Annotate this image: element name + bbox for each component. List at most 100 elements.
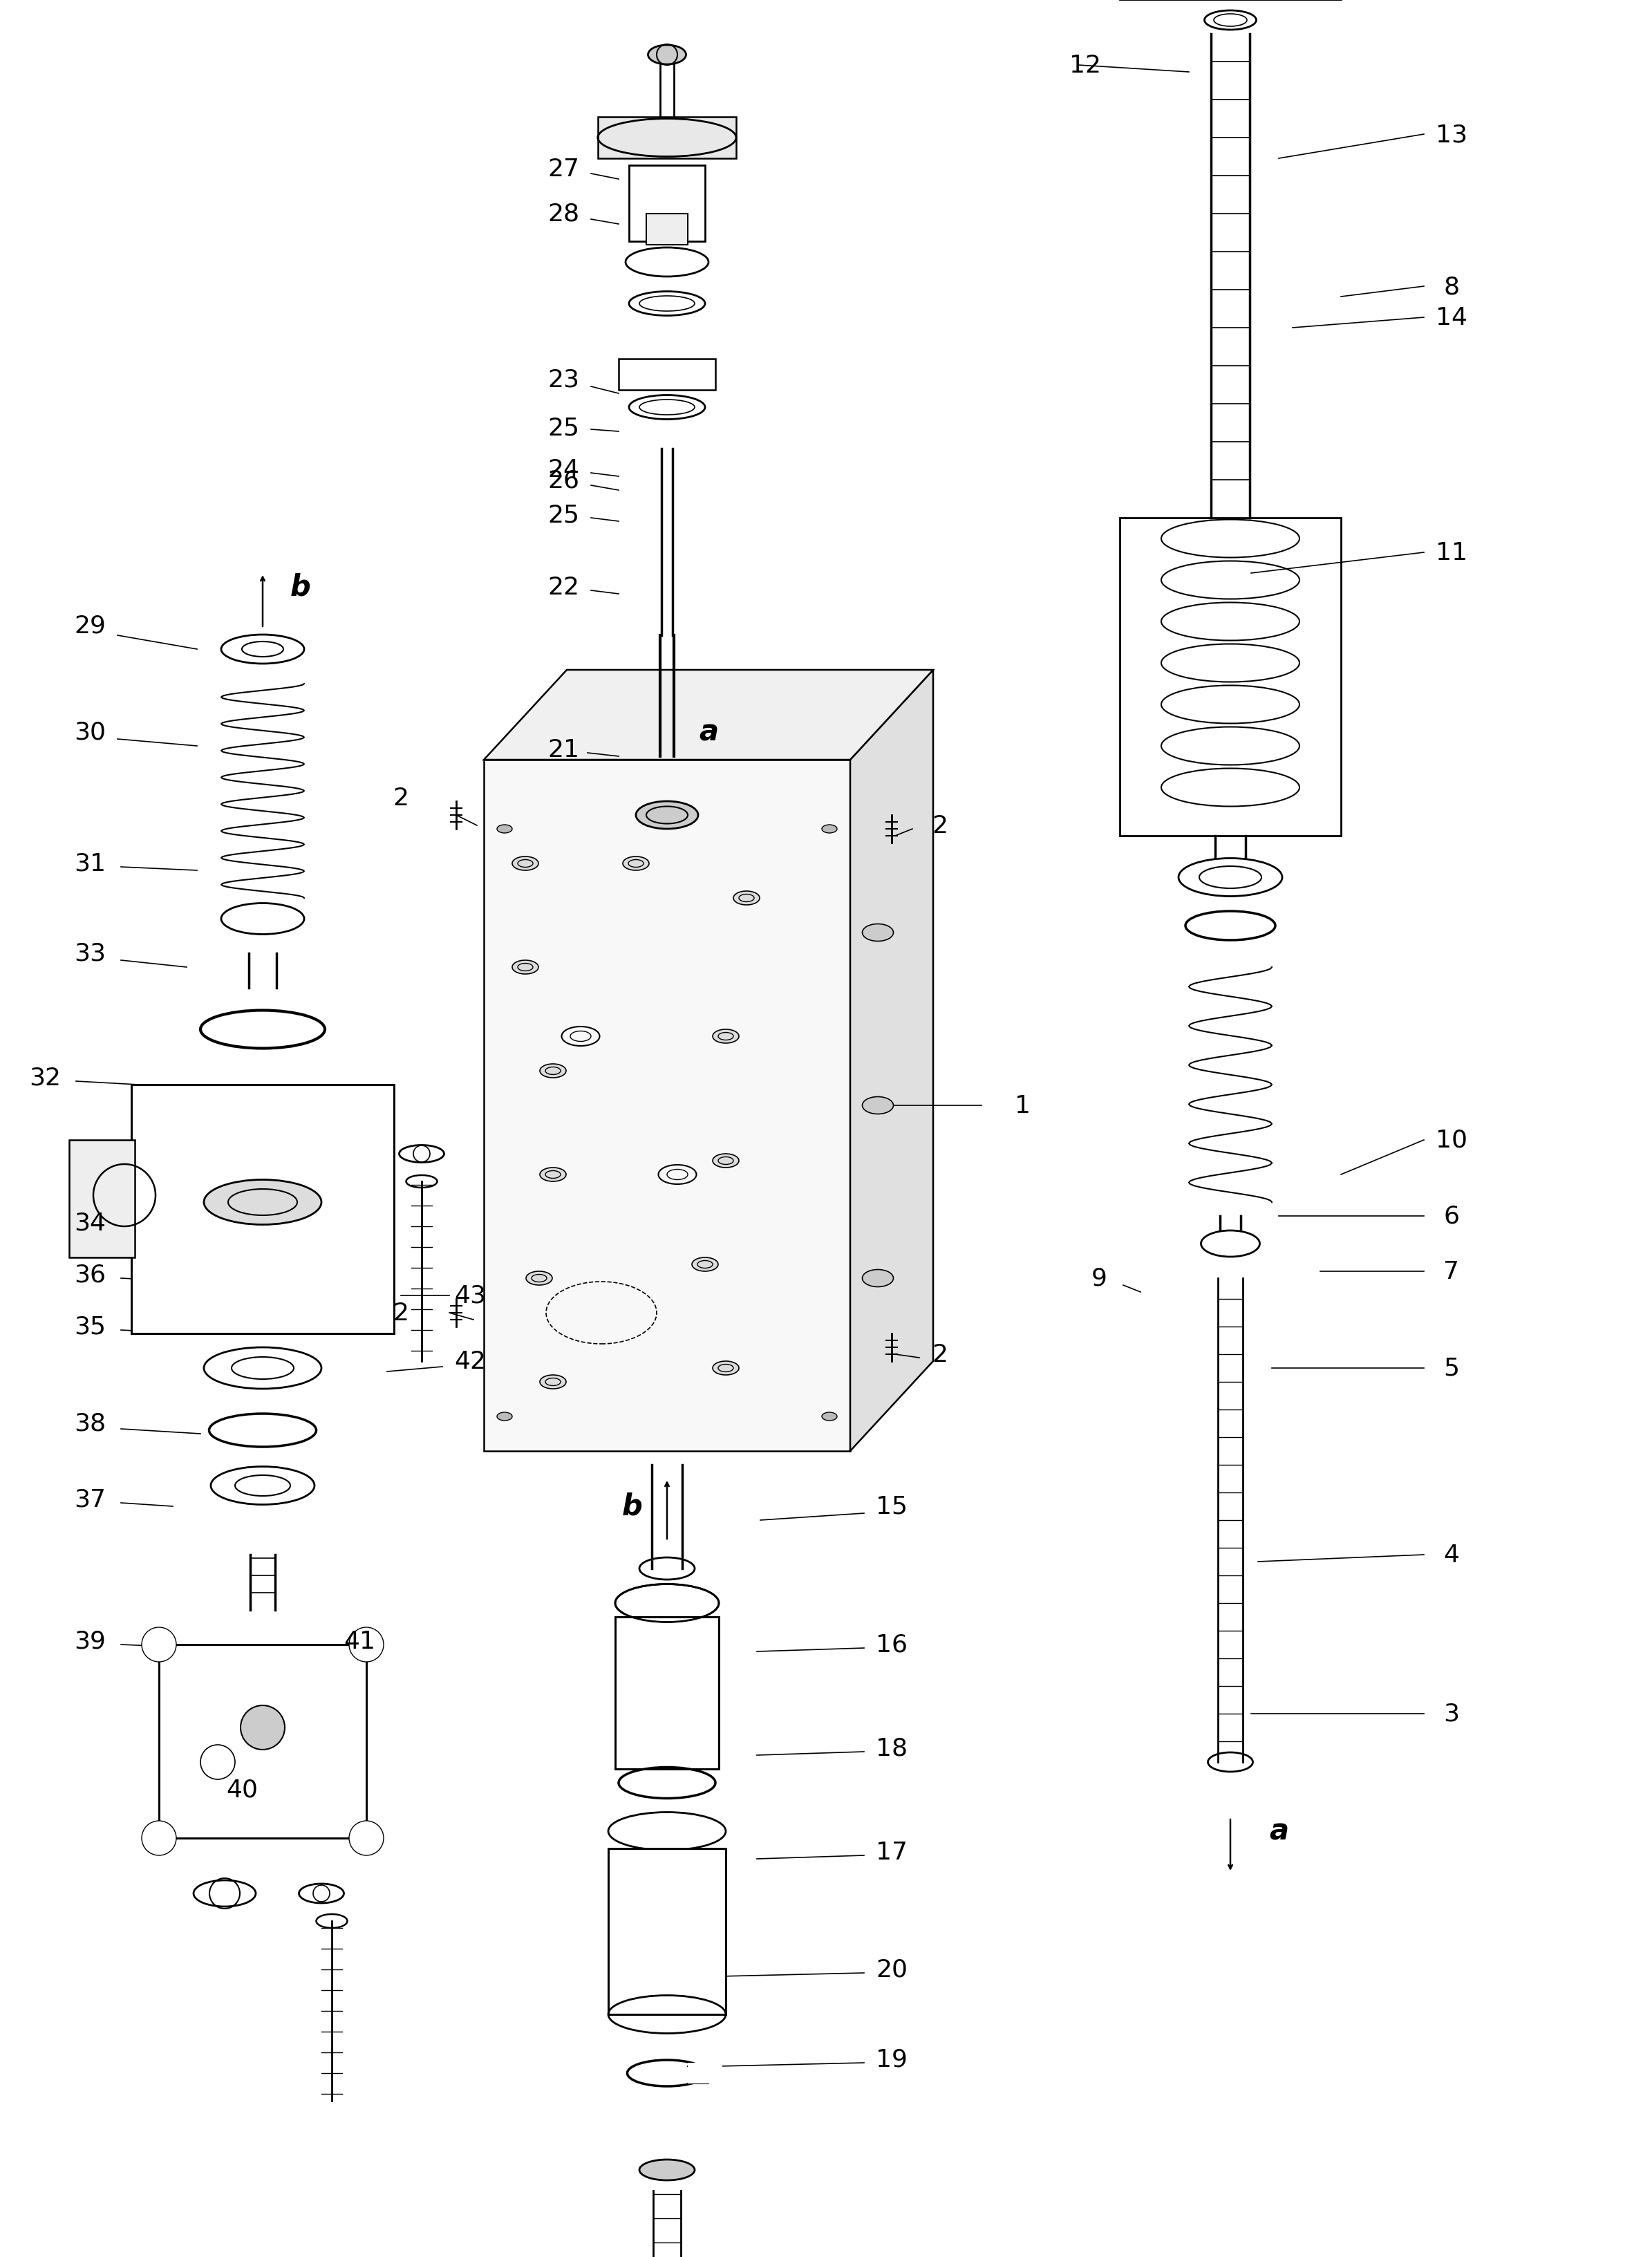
Ellipse shape — [712, 1029, 738, 1043]
Text: 6: 6 — [1444, 1205, 1459, 1228]
Text: 32: 32 — [30, 1065, 61, 1090]
Text: 38: 38 — [74, 1413, 106, 1435]
Ellipse shape — [299, 1885, 344, 1903]
Ellipse shape — [221, 903, 304, 934]
Text: 42: 42 — [454, 1350, 486, 1372]
Circle shape — [241, 1706, 284, 1749]
Text: 17: 17 — [876, 1839, 907, 1864]
Text: 31: 31 — [74, 853, 106, 876]
Ellipse shape — [497, 826, 512, 833]
Polygon shape — [851, 670, 933, 1451]
Circle shape — [349, 1627, 383, 1661]
Text: 10: 10 — [1436, 1128, 1467, 1151]
Bar — [618, 359, 715, 390]
Text: 11: 11 — [1436, 542, 1467, 564]
Ellipse shape — [540, 1167, 567, 1183]
Ellipse shape — [203, 1180, 322, 1226]
Ellipse shape — [525, 1271, 552, 1286]
Text: 9: 9 — [1090, 1266, 1107, 1291]
Ellipse shape — [512, 858, 539, 871]
Text: 36: 36 — [74, 1264, 106, 1286]
Ellipse shape — [821, 826, 838, 833]
Bar — [131, 1086, 393, 1334]
Bar — [598, 117, 737, 158]
Text: 13: 13 — [1436, 124, 1467, 147]
Bar — [159, 1645, 367, 1837]
Text: 33: 33 — [74, 941, 106, 966]
Text: 25: 25 — [547, 503, 580, 526]
Ellipse shape — [608, 1812, 725, 1851]
Text: 16: 16 — [876, 1634, 907, 1657]
Text: 4: 4 — [1444, 1544, 1459, 1566]
Ellipse shape — [712, 1153, 738, 1167]
Text: b: b — [623, 1492, 643, 1521]
Text: 21: 21 — [547, 738, 580, 761]
Ellipse shape — [692, 1257, 719, 1271]
Bar — [615, 1616, 719, 1769]
Ellipse shape — [1201, 1230, 1260, 1257]
Ellipse shape — [615, 1584, 719, 1623]
Text: b: b — [291, 573, 311, 603]
Ellipse shape — [598, 120, 737, 158]
Text: 25: 25 — [547, 418, 580, 440]
Ellipse shape — [862, 1097, 894, 1115]
Circle shape — [349, 1821, 383, 1855]
Text: 43: 43 — [454, 1284, 486, 1307]
Ellipse shape — [203, 1347, 322, 1388]
Bar — [687, 2063, 722, 2083]
Ellipse shape — [540, 1375, 567, 1388]
Text: 15: 15 — [876, 1494, 907, 1519]
Text: 1: 1 — [1014, 1095, 1031, 1117]
Text: 7: 7 — [1444, 1259, 1459, 1284]
Ellipse shape — [497, 1413, 512, 1422]
Text: 37: 37 — [74, 1487, 106, 1512]
Text: 24: 24 — [547, 458, 580, 481]
Text: 29: 29 — [74, 614, 106, 636]
Text: 20: 20 — [876, 1957, 907, 1982]
Bar — [69, 1140, 135, 1257]
Text: 2: 2 — [932, 815, 948, 837]
Bar — [608, 1848, 725, 2016]
Bar — [1120, 519, 1341, 835]
Ellipse shape — [862, 1271, 894, 1286]
Ellipse shape — [821, 1413, 838, 1422]
Bar — [615, 1616, 719, 1769]
Bar — [159, 1645, 367, 1837]
Ellipse shape — [648, 45, 686, 65]
Ellipse shape — [636, 801, 699, 828]
Text: 27: 27 — [547, 158, 580, 181]
Bar — [131, 1086, 393, 1334]
Ellipse shape — [512, 961, 539, 975]
Ellipse shape — [639, 2160, 695, 2180]
Ellipse shape — [400, 1147, 444, 1162]
Text: 30: 30 — [74, 720, 106, 745]
Text: 2: 2 — [932, 1343, 948, 1365]
Text: 41: 41 — [344, 1630, 375, 1652]
Text: 14: 14 — [1436, 307, 1467, 330]
Text: 19: 19 — [876, 2047, 907, 2072]
Text: 2: 2 — [393, 785, 408, 810]
Polygon shape — [484, 670, 933, 761]
Ellipse shape — [211, 1467, 314, 1505]
Bar — [629, 165, 705, 241]
Text: 12: 12 — [1069, 54, 1102, 77]
Ellipse shape — [862, 925, 894, 941]
Text: 35: 35 — [74, 1316, 106, 1338]
Text: 22: 22 — [547, 576, 580, 598]
Text: 39: 39 — [74, 1630, 106, 1652]
Ellipse shape — [540, 1065, 567, 1079]
Text: 34: 34 — [74, 1212, 106, 1235]
Ellipse shape — [733, 892, 760, 905]
Text: 23: 23 — [547, 368, 580, 393]
Ellipse shape — [712, 1361, 738, 1375]
Circle shape — [142, 1627, 177, 1661]
Circle shape — [142, 1821, 177, 1855]
Text: 18: 18 — [876, 1736, 907, 1760]
Text: 2: 2 — [393, 1302, 408, 1325]
Text: 8: 8 — [1444, 275, 1459, 298]
Bar — [608, 1848, 725, 2016]
Text: 5: 5 — [1444, 1356, 1459, 1379]
Ellipse shape — [623, 858, 649, 871]
Text: 40: 40 — [226, 1779, 258, 1801]
Text: 28: 28 — [547, 203, 580, 226]
